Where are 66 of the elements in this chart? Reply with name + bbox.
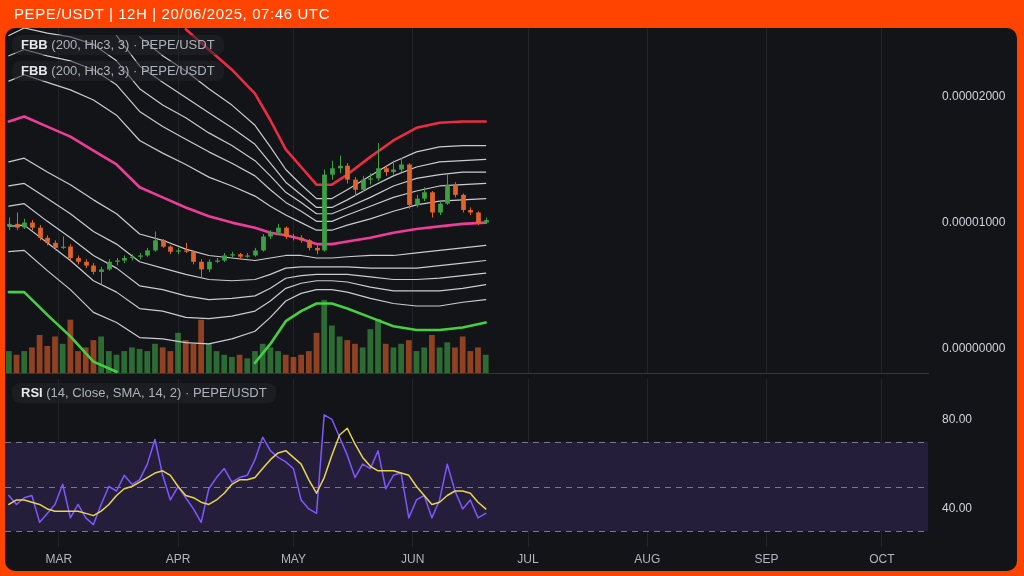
bar xyxy=(52,336,58,373)
bar xyxy=(182,340,189,373)
bar xyxy=(229,356,235,373)
y-tick-label: 0.00002000 xyxy=(942,88,1006,103)
x-tick-label: JUN xyxy=(400,551,425,566)
y-tick-label: 40.00 xyxy=(942,501,973,516)
candlestick xyxy=(430,190,435,219)
bar xyxy=(105,351,112,373)
candlestick xyxy=(153,230,158,253)
bar xyxy=(444,342,451,373)
annotation: FBB (200, Hlc3, 3) · PEPE/USDT xyxy=(21,63,215,78)
candlestick xyxy=(445,174,450,206)
bar xyxy=(29,347,35,373)
y-tick-label: 0.00001000 xyxy=(942,214,1006,229)
bar xyxy=(21,351,28,373)
x-tick-label: JUL xyxy=(517,551,540,566)
x-tick-label: SEP xyxy=(754,551,779,566)
candlestick xyxy=(368,172,373,186)
bar xyxy=(452,347,458,373)
x-tick-label: APR xyxy=(165,551,191,566)
bar xyxy=(321,299,328,373)
candlestick xyxy=(461,193,466,214)
bar xyxy=(375,318,381,373)
annotation: RSI (14, Close, SMA, 14, 2) · PEPE/USDT xyxy=(21,385,267,400)
x-tick-label: MAY xyxy=(280,551,306,566)
y-tick-label: 80.00 xyxy=(942,411,973,426)
bar xyxy=(44,345,51,373)
bar xyxy=(298,354,305,373)
bar xyxy=(352,343,358,373)
bar xyxy=(144,351,151,373)
bar xyxy=(344,340,351,373)
chart-title: PEPE/USDT | 12H | 20/06/2025, 07:46 UTC xyxy=(14,5,331,23)
bar xyxy=(198,319,205,373)
bar xyxy=(221,354,228,373)
candlestick xyxy=(330,160,335,181)
x-tick-label: OCT xyxy=(869,551,896,566)
bar xyxy=(129,347,135,373)
candlestick xyxy=(353,176,358,197)
bar xyxy=(475,347,481,373)
bar xyxy=(305,351,312,373)
bar xyxy=(429,335,435,373)
bar xyxy=(275,351,281,373)
bar xyxy=(67,319,74,373)
bar xyxy=(382,343,389,373)
bar xyxy=(82,347,89,373)
x-tick-label: AUG xyxy=(634,551,661,566)
bar xyxy=(405,340,412,373)
candlestick xyxy=(345,162,350,184)
bar xyxy=(421,347,428,373)
bar xyxy=(98,336,105,373)
bar xyxy=(175,332,181,373)
bar xyxy=(75,351,81,373)
bar xyxy=(152,343,158,373)
x-tick-label: MAR xyxy=(45,551,73,566)
bar xyxy=(252,351,258,373)
candlestick xyxy=(376,142,381,182)
bar xyxy=(59,343,66,373)
bar xyxy=(244,358,251,373)
bar xyxy=(5,351,12,373)
bar xyxy=(398,343,405,373)
bar xyxy=(329,325,335,373)
bar xyxy=(121,351,128,373)
y-tick-label: 0.00000000 xyxy=(942,341,1006,356)
bar xyxy=(282,354,289,373)
bar xyxy=(205,343,212,373)
bar xyxy=(482,354,489,373)
